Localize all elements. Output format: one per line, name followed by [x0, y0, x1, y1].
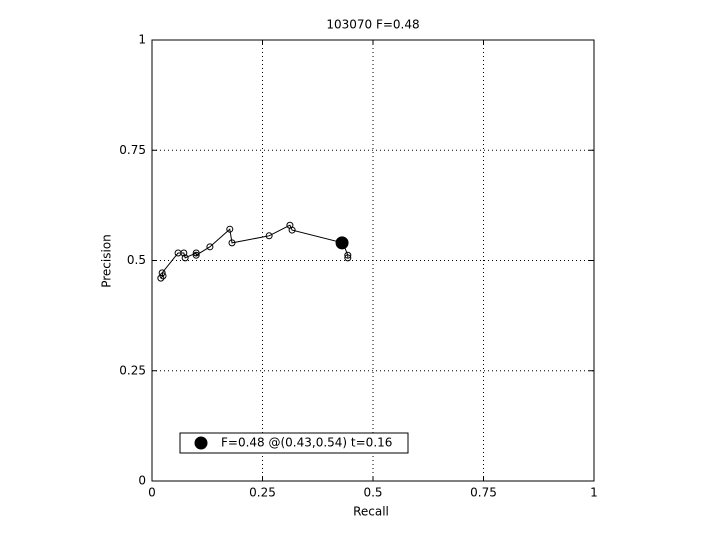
point	[288, 226, 296, 234]
point	[180, 249, 188, 257]
series-line	[160, 224, 349, 279]
point	[192, 251, 200, 259]
point	[192, 249, 200, 257]
point	[159, 272, 167, 280]
y-tick-label: 0	[138, 474, 146, 488]
y-tick-label: 1	[138, 33, 146, 47]
legend-label: F=0.48 @(0.43,0.54) t=0.16	[221, 436, 392, 450]
point	[344, 254, 352, 262]
axes-box	[151, 39, 595, 482]
x-tick-label: 1	[590, 486, 598, 500]
x-tick-label: 0.75	[470, 486, 497, 500]
x-tick-label: 0.25	[249, 486, 276, 500]
y-tick-label: 0.75	[119, 143, 146, 157]
legend-box	[179, 432, 409, 454]
x-tick-label: 0.5	[363, 486, 382, 500]
x-tick-label: 0	[148, 486, 156, 500]
y-tick-label: 0.25	[119, 363, 146, 377]
best-point	[335, 236, 349, 250]
y-tick-label: 0.5	[127, 253, 146, 267]
point	[206, 243, 214, 251]
x-axis-label: Recall	[353, 505, 389, 519]
point	[228, 239, 236, 247]
point	[181, 254, 189, 262]
point	[158, 269, 166, 277]
chart-title: 103070 F=0.48	[326, 18, 419, 32]
point	[344, 251, 352, 259]
legend-marker	[194, 436, 208, 450]
point	[226, 225, 234, 233]
y-axis-label: Precision	[100, 234, 114, 288]
point	[265, 232, 273, 240]
